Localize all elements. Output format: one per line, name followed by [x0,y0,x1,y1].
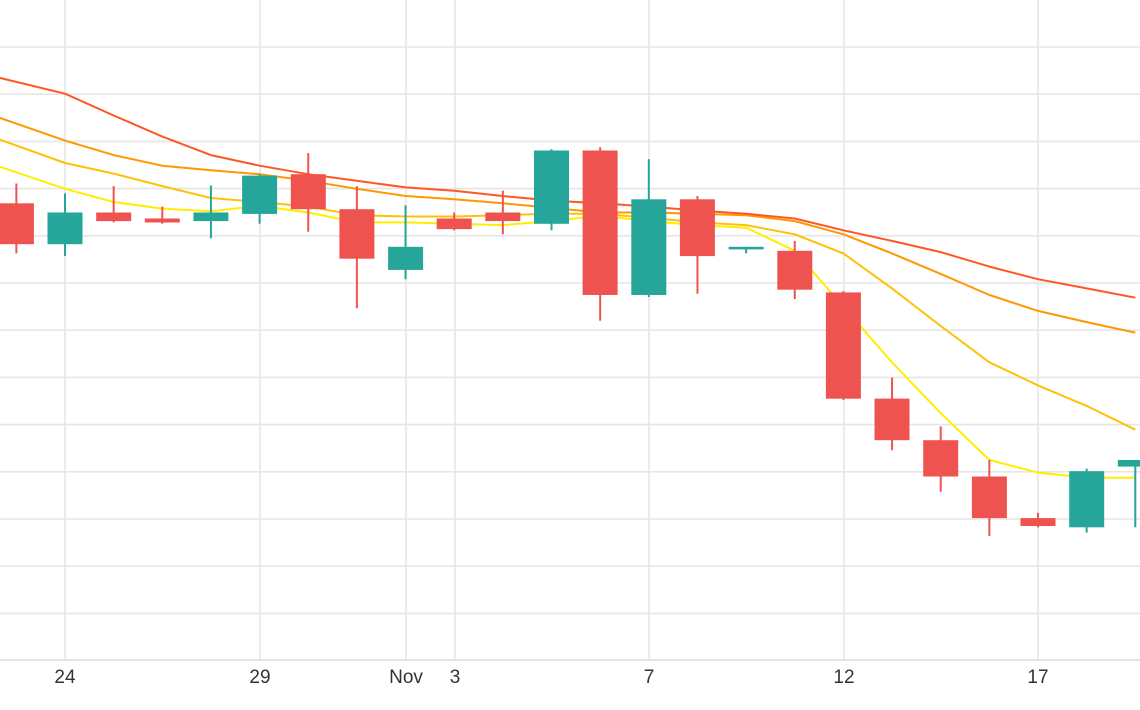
candle-body [242,175,278,214]
candle-down [679,196,715,294]
x-tick-label: 3 [450,667,461,688]
x-tick-label: 29 [249,667,270,688]
candle-body [582,150,618,295]
candle-body [1020,518,1056,526]
candle-body [971,476,1007,519]
candle-body [777,250,813,290]
x-tick-label: 17 [1027,667,1048,688]
candle-down [923,426,959,492]
moving-average-line-4 [0,76,1136,299]
candle-down [582,147,618,321]
candle-down [290,153,326,232]
candle-body [679,199,715,257]
candle-body [436,218,472,230]
x-tick-label: 24 [54,667,76,688]
candle-up [534,149,569,231]
candle-up [1069,468,1105,533]
candle-down [339,186,375,309]
candle-down [1020,512,1056,528]
candle-body [290,174,326,210]
candle-up [631,159,667,297]
candle-body [193,212,229,222]
moving-average-line-2 [0,138,1136,431]
candle-down [144,206,180,224]
candle-body [728,246,764,250]
candle-body [96,212,132,222]
moving-averages [0,76,1136,479]
candle-body [923,440,959,477]
candle-down [777,240,813,299]
candle-body [631,199,667,295]
candle-body [0,203,34,245]
candle-body [388,246,424,270]
candle-up [193,185,229,239]
candle-down [825,291,861,400]
candle-body [825,292,861,399]
candle-body [1117,460,1140,467]
grid [0,0,1140,661]
candle-body [534,150,569,224]
candle-up [242,174,278,224]
candle-down [96,186,132,223]
candles [0,147,1140,536]
x-tick-label: 7 [644,667,655,688]
candle-down [874,377,910,451]
x-tick-label: Nov [389,667,423,688]
candle-down [971,460,1007,536]
candle-up [47,193,83,257]
candle-body [47,212,83,245]
candle-down [436,212,472,231]
x-tick-label: 12 [833,667,854,688]
candle-body [874,398,910,441]
candle-body [1069,471,1105,528]
candle-body [144,218,180,223]
candle-up [728,246,764,254]
candle-down [0,183,34,254]
candle-body [339,209,375,259]
candle-body [485,212,521,222]
x-axis: 24 29 Nov 3 7 12 17 [54,667,1048,688]
candle-up [388,205,424,280]
candle-up [1117,460,1140,528]
candle-down [485,190,521,235]
moving-average-line-3 [0,116,1136,334]
moving-average-line-1 [0,165,1136,479]
